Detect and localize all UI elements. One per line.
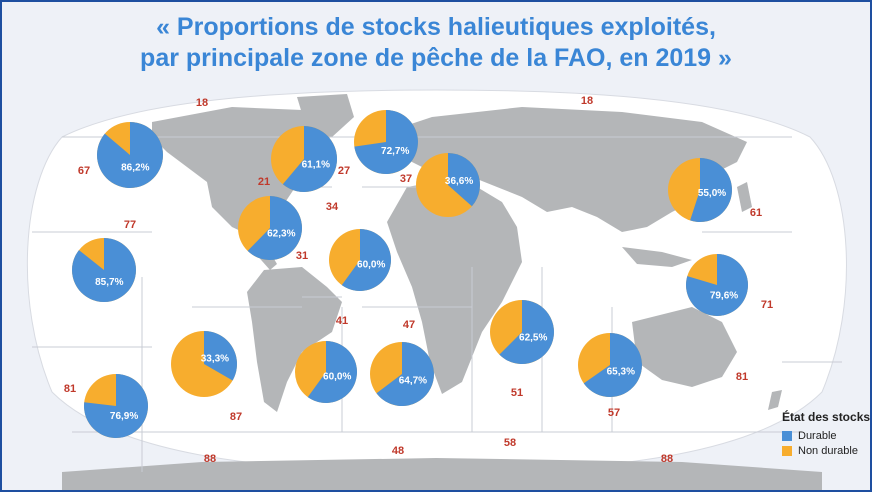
pie-value-label: 64,7% <box>399 375 427 386</box>
pie-slice-durable <box>499 300 554 364</box>
legend-item-durable: Durable <box>782 430 870 442</box>
zone-code-51: 51 <box>511 387 523 399</box>
pie-slice-durable <box>583 333 642 397</box>
pie-slice-durable <box>84 374 149 438</box>
title-line-1: « Proportions de stocks halieutiques exp… <box>156 13 716 41</box>
pie-slice-durable <box>341 229 392 291</box>
pie-zone-87: 33,3% <box>171 331 237 397</box>
zone-code-27: 27 <box>338 165 350 177</box>
pie-zone-31: 62,3% <box>238 196 303 261</box>
pie-zone-77: 85,7% <box>71 238 136 302</box>
pie-charts: 86,2% 61,1% 72,7% 36,6% 55,0% 85,7% 60,0% 62,3%… <box>71 110 749 438</box>
zone-code-81: 81 <box>736 371 748 383</box>
zone-code-67: 67 <box>78 165 90 177</box>
legend-label-non-durable: Non durable <box>798 445 858 457</box>
pie-slice-durable <box>448 153 480 207</box>
pie-value-label: 76,9% <box>110 411 138 422</box>
zone-code-18: 18 <box>196 97 208 109</box>
title-line-2: par principale zone de pêche de la FAO, … <box>140 44 732 72</box>
pie-zone-41: 60,0% <box>295 341 358 404</box>
continent-europe-asia <box>387 107 747 232</box>
durable-swatch <box>782 431 792 441</box>
pie-value-label: 72,7% <box>381 146 409 157</box>
pie-zone-81: 76,9% <box>84 374 149 438</box>
pie-slice-durable <box>307 341 358 404</box>
zone-code-87: 87 <box>230 411 242 423</box>
zone-code-57: 57 <box>608 407 620 419</box>
continent-africa <box>387 180 522 394</box>
zone-code-34: 34 <box>326 201 339 213</box>
pie-zone-51: 62,5% <box>490 300 554 364</box>
pie-value-label: 36,6% <box>445 176 473 187</box>
pie-zone-34: 60,0% <box>329 229 392 291</box>
pie-zone-21: 61,1% <box>271 126 338 193</box>
zone-labels: 18 18 67 21 27 37 61 77 34 31 71 87 41 47 51 57 81 81 88 48… <box>64 95 773 465</box>
non-durable-swatch <box>782 446 792 456</box>
continent-greenland <box>297 94 354 137</box>
pie-slice-durable <box>282 126 338 193</box>
zone-code-21: 21 <box>258 176 270 188</box>
pie-value-label: 62,3% <box>267 229 295 240</box>
pie-value-label: 61,1% <box>302 159 330 170</box>
pie-zone-47: 64,7% <box>370 342 435 407</box>
pie-value-label: 79,6% <box>710 290 738 301</box>
pie-value-label: 33,3% <box>201 354 229 365</box>
zone-code-81: 81 <box>64 383 76 395</box>
pie-zone-67: 86,2% <box>97 122 164 189</box>
pie-slice-durable <box>686 254 749 316</box>
pie-zone-61: 55,0% <box>668 158 733 222</box>
zone-code-31: 31 <box>296 250 308 262</box>
pie-value-label: 65,3% <box>607 367 635 378</box>
zone-code-88: 88 <box>204 453 216 465</box>
pie-value-label: 85,7% <box>95 277 123 288</box>
pie-slice-durable <box>71 238 136 302</box>
zone-code-47: 47 <box>403 319 415 331</box>
continent-new-zealand <box>768 390 782 410</box>
zone-code-58: 58 <box>504 437 516 449</box>
continent-south-america <box>247 267 342 412</box>
continent-antarctica <box>62 458 822 490</box>
zone-code-41: 41 <box>336 315 348 327</box>
pie-slice-durable <box>204 331 237 381</box>
zone-code-77: 77 <box>124 219 136 231</box>
pie-slice-durable <box>97 122 164 189</box>
pie-slice-durable <box>247 196 303 261</box>
continent-australia <box>632 307 737 387</box>
legend-label-durable: Durable <box>798 430 837 442</box>
legend: État des stocks Durable Non durable <box>782 410 871 460</box>
zone-code-88: 88 <box>661 453 673 465</box>
zone-code-37: 37 <box>400 173 412 185</box>
legend-title: État des stocks <box>782 410 871 424</box>
pie-zone-57: 65,3% <box>578 333 642 397</box>
pie-zone-37: 36,6% <box>416 153 480 217</box>
pie-zone-71: 79,6% <box>686 254 749 316</box>
pie-value-label: 62,5% <box>519 333 547 344</box>
legend-item-non-durable: Non durable <box>782 445 870 457</box>
zone-code-71: 71 <box>761 299 773 311</box>
map-title: « Proportions de stocks halieutiques exp… <box>2 12 870 74</box>
pie-value-label: 60,0% <box>323 372 351 383</box>
zone-code-61: 61 <box>750 207 762 219</box>
pie-value-label: 86,2% <box>121 162 149 173</box>
pie-value-label: 55,0% <box>698 188 726 199</box>
pie-slice-durable <box>376 342 435 407</box>
zone-code-18: 18 <box>581 95 593 107</box>
pie-zone-27: 72,7% <box>354 110 418 175</box>
continent-japan <box>737 182 752 212</box>
continent-indonesia <box>622 247 692 267</box>
zone-code-48: 48 <box>392 445 404 457</box>
pie-slice-durable <box>690 158 733 222</box>
pie-slice-durable <box>354 110 418 175</box>
land-layer <box>62 94 822 490</box>
pie-value-label: 60,0% <box>357 260 385 271</box>
